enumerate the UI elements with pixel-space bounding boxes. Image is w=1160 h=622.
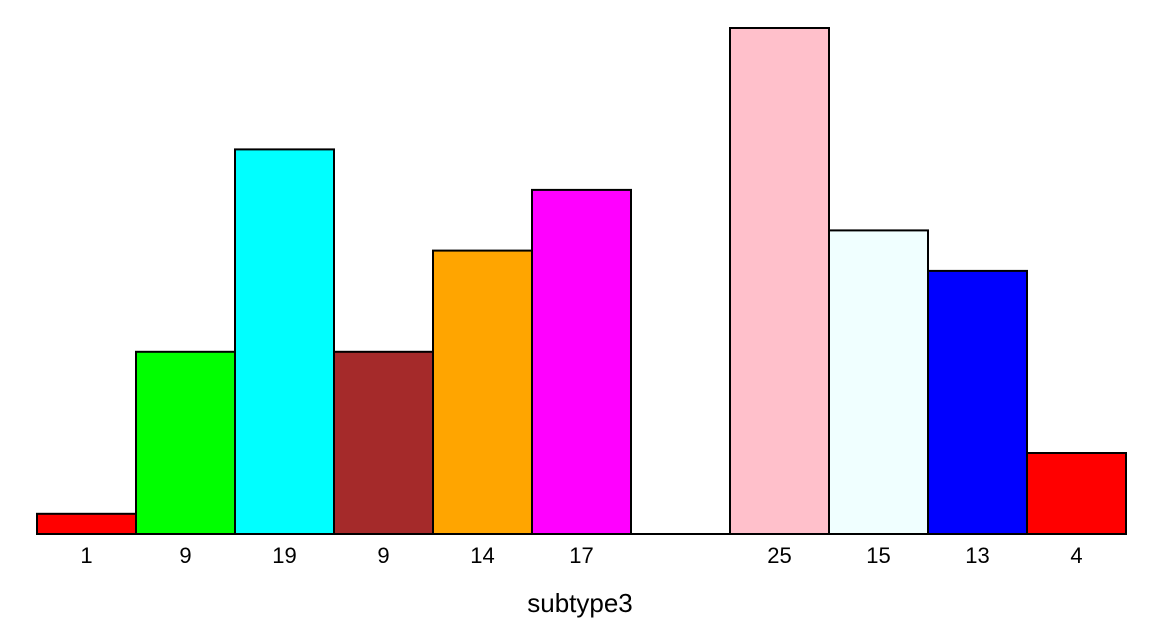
tick-label-0: 1	[80, 543, 92, 568]
bar-2	[234, 148, 335, 535]
tick-labels: 1 9 19 9 14 17 25 15 13 4	[80, 543, 1082, 568]
bar-10	[1026, 452, 1127, 535]
bar-3	[333, 350, 434, 535]
bar-8	[828, 229, 929, 535]
tick-label-1: 9	[179, 543, 191, 568]
tick-label-5: 17	[569, 543, 593, 568]
bar-5	[531, 188, 632, 535]
x-axis-title: subtype3	[527, 588, 633, 618]
bar-9	[927, 269, 1028, 535]
bar-4	[432, 249, 533, 535]
tick-label-4: 14	[470, 543, 494, 568]
bar-7	[729, 27, 830, 535]
tick-label-7: 25	[767, 543, 791, 568]
bar-1	[135, 350, 236, 535]
bar-0	[36, 512, 137, 535]
tick-label-2: 19	[272, 543, 296, 568]
tick-label-10: 4	[1070, 543, 1082, 568]
bars-layer	[36, 27, 1127, 535]
tick-label-3: 9	[377, 543, 389, 568]
tick-label-8: 15	[866, 543, 890, 568]
tick-label-9: 13	[965, 543, 989, 568]
